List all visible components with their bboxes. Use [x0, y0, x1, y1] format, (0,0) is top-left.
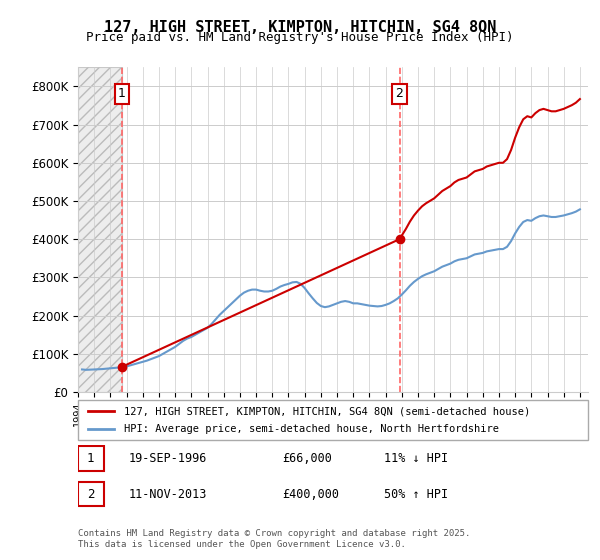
Text: Contains HM Land Registry data © Crown copyright and database right 2025.
This d: Contains HM Land Registry data © Crown c… [78, 529, 470, 549]
Text: 2: 2 [87, 488, 95, 501]
Text: £400,000: £400,000 [282, 488, 339, 501]
Text: 127, HIGH STREET, KIMPTON, HITCHIN, SG4 8QN: 127, HIGH STREET, KIMPTON, HITCHIN, SG4 … [104, 20, 496, 35]
Text: 11% ↓ HPI: 11% ↓ HPI [384, 452, 448, 465]
Text: 1: 1 [118, 87, 126, 100]
FancyBboxPatch shape [78, 446, 104, 471]
Text: 2: 2 [395, 87, 403, 100]
Text: 11-NOV-2013: 11-NOV-2013 [129, 488, 208, 501]
Text: £66,000: £66,000 [282, 452, 332, 465]
Text: 50% ↑ HPI: 50% ↑ HPI [384, 488, 448, 501]
FancyBboxPatch shape [78, 400, 588, 440]
Text: Price paid vs. HM Land Registry's House Price Index (HPI): Price paid vs. HM Land Registry's House … [86, 31, 514, 44]
FancyBboxPatch shape [78, 482, 104, 506]
Text: 19-SEP-1996: 19-SEP-1996 [129, 452, 208, 465]
Text: 127, HIGH STREET, KIMPTON, HITCHIN, SG4 8QN (semi-detached house): 127, HIGH STREET, KIMPTON, HITCHIN, SG4 … [124, 407, 530, 417]
Text: 1: 1 [87, 452, 95, 465]
Text: HPI: Average price, semi-detached house, North Hertfordshire: HPI: Average price, semi-detached house,… [124, 423, 499, 433]
